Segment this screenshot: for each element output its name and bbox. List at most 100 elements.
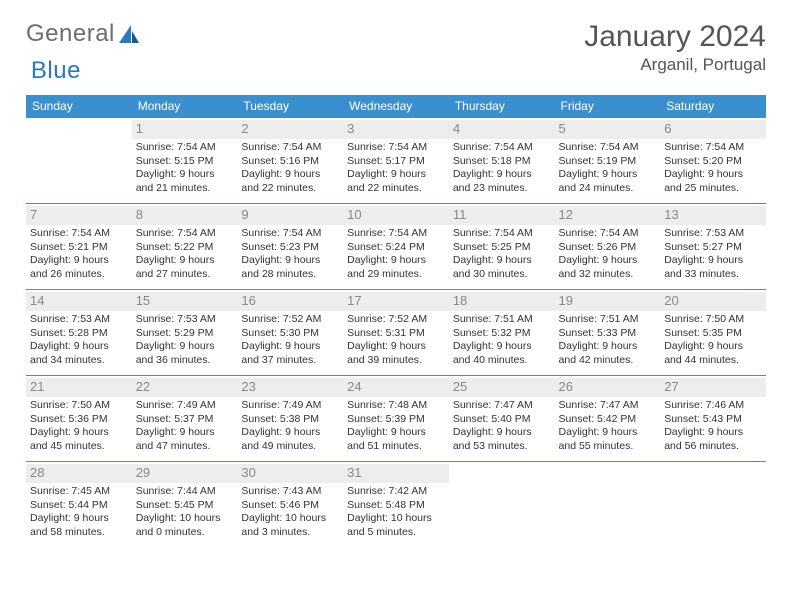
- day-number: 26: [555, 378, 661, 397]
- daylight-text: and 29 minutes.: [347, 268, 445, 282]
- sunrise-text: Sunrise: 7:45 AM: [30, 485, 128, 499]
- daylight-text: and 34 minutes.: [30, 354, 128, 368]
- sunset-text: Sunset: 5:27 PM: [664, 241, 762, 255]
- daylight-text: and 3 minutes.: [241, 526, 339, 540]
- day-number: 12: [555, 206, 661, 225]
- weekday-thursday: Thursday: [449, 95, 555, 118]
- day-number: 23: [237, 378, 343, 397]
- logo-sail-icon: [119, 25, 139, 43]
- weekday-friday: Friday: [555, 95, 661, 118]
- calendar-cell: 31Sunrise: 7:42 AMSunset: 5:48 PMDayligh…: [343, 462, 449, 548]
- calendar-cell: 3Sunrise: 7:54 AMSunset: 5:17 PMDaylight…: [343, 118, 449, 204]
- daylight-text: and 27 minutes.: [136, 268, 234, 282]
- daylight-text: Daylight: 9 hours: [30, 340, 128, 354]
- day-number: 24: [343, 378, 449, 397]
- daylight-text: Daylight: 9 hours: [559, 254, 657, 268]
- daylight-text: and 44 minutes.: [664, 354, 762, 368]
- weekday-sunday: Sunday: [26, 95, 132, 118]
- sunset-text: Sunset: 5:31 PM: [347, 327, 445, 341]
- sunrise-text: Sunrise: 7:53 AM: [30, 313, 128, 327]
- sunset-text: Sunset: 5:19 PM: [559, 155, 657, 169]
- daylight-text: and 58 minutes.: [30, 526, 128, 540]
- daylight-text: and 45 minutes.: [30, 440, 128, 454]
- calendar-cell: 13Sunrise: 7:53 AMSunset: 5:27 PMDayligh…: [660, 204, 766, 290]
- day-number-empty: [26, 120, 132, 139]
- sunset-text: Sunset: 5:44 PM: [30, 499, 128, 513]
- daylight-text: Daylight: 9 hours: [453, 254, 551, 268]
- sunrise-text: Sunrise: 7:54 AM: [347, 141, 445, 155]
- daylight-text: and 26 minutes.: [30, 268, 128, 282]
- sunrise-text: Sunrise: 7:54 AM: [453, 141, 551, 155]
- sunset-text: Sunset: 5:43 PM: [664, 413, 762, 427]
- day-number: 5: [555, 120, 661, 139]
- daylight-text: and 37 minutes.: [241, 354, 339, 368]
- sunset-text: Sunset: 5:29 PM: [136, 327, 234, 341]
- calendar-cell: 24Sunrise: 7:48 AMSunset: 5:39 PMDayligh…: [343, 376, 449, 462]
- day-number-empty: [449, 464, 555, 483]
- day-number: 21: [26, 378, 132, 397]
- sunset-text: Sunset: 5:46 PM: [241, 499, 339, 513]
- logo: General: [26, 20, 139, 48]
- calendar-cell: 14Sunrise: 7:53 AMSunset: 5:28 PMDayligh…: [26, 290, 132, 376]
- calendar-cell: 11Sunrise: 7:54 AMSunset: 5:25 PMDayligh…: [449, 204, 555, 290]
- daylight-text: and 23 minutes.: [453, 182, 551, 196]
- sunset-text: Sunset: 5:42 PM: [559, 413, 657, 427]
- day-number: 15: [132, 292, 238, 311]
- sunset-text: Sunset: 5:17 PM: [347, 155, 445, 169]
- day-number: 28: [26, 464, 132, 483]
- daylight-text: Daylight: 9 hours: [241, 254, 339, 268]
- calendar-week-row: 28Sunrise: 7:45 AMSunset: 5:44 PMDayligh…: [26, 462, 766, 548]
- daylight-text: and 36 minutes.: [136, 354, 234, 368]
- daylight-text: Daylight: 9 hours: [664, 254, 762, 268]
- logo-text-blue: Blue: [31, 57, 81, 85]
- calendar-cell: 10Sunrise: 7:54 AMSunset: 5:24 PMDayligh…: [343, 204, 449, 290]
- sunrise-text: Sunrise: 7:52 AM: [347, 313, 445, 327]
- calendar-cell: 19Sunrise: 7:51 AMSunset: 5:33 PMDayligh…: [555, 290, 661, 376]
- daylight-text: Daylight: 9 hours: [453, 340, 551, 354]
- sunset-text: Sunset: 5:26 PM: [559, 241, 657, 255]
- sunrise-text: Sunrise: 7:44 AM: [136, 485, 234, 499]
- sunrise-text: Sunrise: 7:52 AM: [241, 313, 339, 327]
- daylight-text: Daylight: 9 hours: [30, 426, 128, 440]
- day-number: 14: [26, 292, 132, 311]
- calendar-cell: [26, 118, 132, 204]
- sunrise-text: Sunrise: 7:54 AM: [136, 141, 234, 155]
- calendar-cell: 27Sunrise: 7:46 AMSunset: 5:43 PMDayligh…: [660, 376, 766, 462]
- month-title: January 2024: [584, 20, 766, 53]
- day-number: 20: [660, 292, 766, 311]
- calendar-cell: 1Sunrise: 7:54 AMSunset: 5:15 PMDaylight…: [132, 118, 238, 204]
- day-number: 13: [660, 206, 766, 225]
- daylight-text: Daylight: 9 hours: [136, 426, 234, 440]
- day-number-empty: [555, 464, 661, 483]
- calendar-cell: 21Sunrise: 7:50 AMSunset: 5:36 PMDayligh…: [26, 376, 132, 462]
- sunset-text: Sunset: 5:22 PM: [136, 241, 234, 255]
- sunset-text: Sunset: 5:33 PM: [559, 327, 657, 341]
- day-number: 4: [449, 120, 555, 139]
- sunrise-text: Sunrise: 7:54 AM: [664, 141, 762, 155]
- sunrise-text: Sunrise: 7:42 AM: [347, 485, 445, 499]
- sunset-text: Sunset: 5:21 PM: [30, 241, 128, 255]
- sunset-text: Sunset: 5:35 PM: [664, 327, 762, 341]
- daylight-text: Daylight: 9 hours: [559, 168, 657, 182]
- day-number: 29: [132, 464, 238, 483]
- calendar-cell: 18Sunrise: 7:51 AMSunset: 5:32 PMDayligh…: [449, 290, 555, 376]
- sunset-text: Sunset: 5:40 PM: [453, 413, 551, 427]
- day-number: 10: [343, 206, 449, 225]
- day-number: 2: [237, 120, 343, 139]
- daylight-text: Daylight: 9 hours: [559, 340, 657, 354]
- weekday-saturday: Saturday: [660, 95, 766, 118]
- calendar-cell: 5Sunrise: 7:54 AMSunset: 5:19 PMDaylight…: [555, 118, 661, 204]
- sunrise-text: Sunrise: 7:49 AM: [241, 399, 339, 413]
- calendar-cell: 25Sunrise: 7:47 AMSunset: 5:40 PMDayligh…: [449, 376, 555, 462]
- day-number: 16: [237, 292, 343, 311]
- daylight-text: Daylight: 9 hours: [664, 168, 762, 182]
- day-number: 22: [132, 378, 238, 397]
- daylight-text: Daylight: 9 hours: [241, 168, 339, 182]
- calendar-cell: 22Sunrise: 7:49 AMSunset: 5:37 PMDayligh…: [132, 376, 238, 462]
- daylight-text: and 22 minutes.: [347, 182, 445, 196]
- calendar-cell: [555, 462, 661, 548]
- calendar-cell: [660, 462, 766, 548]
- calendar-cell: 12Sunrise: 7:54 AMSunset: 5:26 PMDayligh…: [555, 204, 661, 290]
- sunset-text: Sunset: 5:16 PM: [241, 155, 339, 169]
- day-number: 1: [132, 120, 238, 139]
